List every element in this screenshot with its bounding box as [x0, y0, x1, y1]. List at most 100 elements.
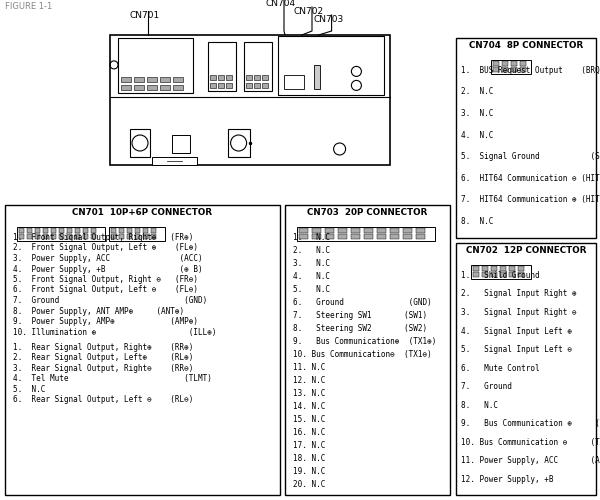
Bar [482, 272, 488, 277]
Bar [511, 61, 517, 66]
Text: 11. N.C: 11. N.C [293, 363, 325, 372]
Text: 7.  Ground                           (GND): 7. Ground (GND) [13, 296, 207, 305]
Bar [351, 234, 360, 239]
Bar [110, 35, 390, 165]
Bar [491, 272, 497, 277]
Text: 13. N.C: 13. N.C [293, 389, 325, 398]
Text: 4.  Power Supply, +B                (⊕ B): 4. Power Supply, +B (⊕ B) [13, 264, 203, 274]
Bar [27, 234, 32, 239]
Bar [493, 67, 499, 72]
Bar [147, 78, 157, 82]
Text: 19. N.C: 19. N.C [293, 467, 325, 476]
Bar [75, 228, 80, 233]
Bar [147, 86, 157, 90]
Bar [491, 60, 531, 74]
Text: 6.  HIT64 Communication ⊖ (HIT⊖): 6. HIT64 Communication ⊖ (HIT⊖) [461, 174, 600, 182]
Text: 9.   Bus Communication ⊕     (TX ⊕): 9. Bus Communication ⊕ (TX ⊕) [461, 419, 600, 428]
Bar [247, 84, 253, 88]
Bar [134, 78, 144, 82]
Text: 16. N.C: 16. N.C [293, 428, 325, 437]
Text: 20. N.C: 20. N.C [293, 480, 325, 489]
Bar [19, 234, 24, 239]
Text: 1.  Front Signal Output, Right⊕   (FR⊕): 1. Front Signal Output, Right⊕ (FR⊕) [13, 233, 193, 242]
Text: 5.  Front Signal Output, Right ⊖   (FR⊖): 5. Front Signal Output, Right ⊖ (FR⊖) [13, 275, 198, 284]
Bar [19, 228, 24, 233]
Text: 6.   Ground              (GND): 6. Ground (GND) [293, 298, 432, 307]
Bar [518, 266, 524, 271]
Bar [119, 228, 124, 233]
Bar [518, 272, 524, 277]
Bar [262, 76, 268, 80]
Bar [51, 234, 56, 239]
Text: 7.   Ground                     (GND): 7. Ground (GND) [461, 382, 600, 391]
Text: 2.  N.C: 2. N.C [461, 88, 493, 96]
Text: 3.  Rear Signal Output, Right⊖    (RR⊖): 3. Rear Signal Output, Right⊖ (RR⊖) [13, 364, 193, 373]
Bar [502, 67, 508, 72]
Bar [127, 228, 132, 233]
Text: CN702  12P CONNECTOR: CN702 12P CONNECTOR [466, 246, 586, 255]
Bar [151, 228, 156, 233]
Bar [111, 234, 116, 239]
Text: 6.  Front Signal Output, Left ⊖    (FL⊖): 6. Front Signal Output, Left ⊖ (FL⊖) [13, 286, 198, 294]
Text: 8.   N.C: 8. N.C [461, 400, 498, 409]
Text: 2.  Front Signal Output, Left ⊕    (FL⊕): 2. Front Signal Output, Left ⊕ (FL⊕) [13, 244, 198, 252]
Text: 3.   Signal Input Right ⊖      (R ⊖): 3. Signal Input Right ⊖ (R ⊖) [461, 308, 600, 317]
Bar [284, 76, 304, 90]
Bar [43, 228, 48, 233]
Bar [51, 228, 56, 233]
Text: CN701: CN701 [130, 11, 160, 20]
Text: 14. N.C: 14. N.C [293, 402, 325, 411]
Bar [5, 205, 280, 495]
Text: 1.  BUS Request Output    (BRQ): 1. BUS Request Output (BRQ) [461, 66, 600, 75]
Text: 10. Bus Communication ⊖     (TX ⊖): 10. Bus Communication ⊖ (TX ⊖) [461, 438, 600, 446]
Text: CN701  10P+6P CONNECTOR: CN701 10P+6P CONNECTOR [72, 208, 212, 217]
Bar [390, 228, 399, 233]
Bar [218, 84, 224, 88]
Bar [35, 228, 40, 233]
Bar [351, 228, 360, 233]
Bar [278, 36, 385, 96]
Bar [109, 227, 165, 241]
Bar [83, 228, 88, 233]
Bar [254, 84, 260, 88]
Text: 8.   Steering SW2       (SW2): 8. Steering SW2 (SW2) [293, 324, 427, 333]
Bar [130, 129, 150, 157]
Bar [208, 42, 236, 92]
Bar [473, 266, 479, 271]
Bar [135, 234, 140, 239]
Bar [338, 234, 347, 239]
Bar [17, 227, 105, 241]
Bar [226, 84, 232, 88]
Bar [210, 84, 216, 88]
Text: 4.   Signal Input Left ⊕        (L ⊕): 4. Signal Input Left ⊕ (L ⊕) [461, 326, 600, 336]
Text: 4.   N.C: 4. N.C [293, 272, 330, 281]
Bar [285, 205, 450, 495]
Bar [416, 228, 425, 233]
Bar [456, 38, 596, 238]
Bar [325, 228, 334, 233]
Bar [338, 228, 347, 233]
Bar [119, 234, 124, 239]
Bar [471, 265, 531, 279]
Bar [493, 61, 499, 66]
Bar [377, 228, 386, 233]
Text: 2.   N.C: 2. N.C [293, 246, 330, 255]
Bar [247, 76, 253, 80]
Text: 17. N.C: 17. N.C [293, 441, 325, 450]
Bar [83, 234, 88, 239]
Bar [67, 228, 72, 233]
Text: 8.  N.C: 8. N.C [461, 216, 493, 226]
Text: 3.  N.C: 3. N.C [461, 109, 493, 118]
Bar [364, 228, 373, 233]
Text: CN703  20P CONNECTOR: CN703 20P CONNECTOR [307, 208, 427, 217]
Bar [325, 234, 334, 239]
Bar [456, 243, 596, 495]
Bar [520, 67, 526, 72]
Text: 6.  Rear Signal Output, Left ⊖    (RL⊖): 6. Rear Signal Output, Left ⊖ (RL⊖) [13, 396, 193, 404]
Bar [482, 266, 488, 271]
Bar [502, 61, 508, 66]
Text: 1.  Rear Signal Output, Right⊕    (RR⊕): 1. Rear Signal Output, Right⊕ (RR⊕) [13, 343, 193, 352]
Bar [403, 234, 412, 239]
Text: 10. Illumination ⊕                    (ILL⊕): 10. Illumination ⊕ (ILL⊕) [13, 328, 217, 336]
Bar [160, 86, 170, 90]
